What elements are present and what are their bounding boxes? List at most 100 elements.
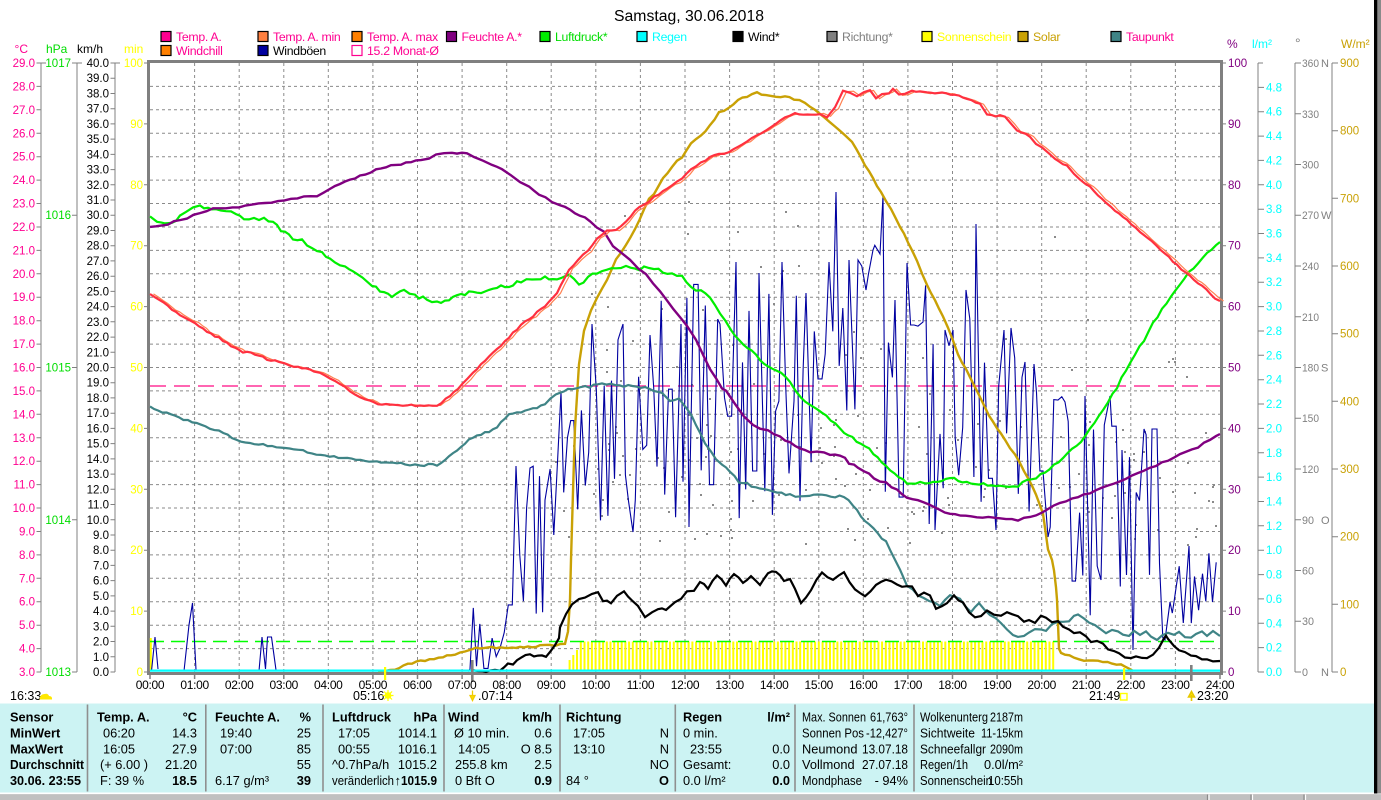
svg-text:MaxWert: MaxWert [10,742,64,757]
svg-text:↑: ↑ [395,773,402,788]
svg-text:3.0: 3.0 [19,667,35,679]
svg-text:S: S [1321,363,1328,375]
svg-text:60: 60 [130,302,143,314]
svg-text:15.0: 15.0 [87,439,109,451]
svg-text:32.0: 32.0 [87,180,109,192]
svg-text:0.0 l/m²: 0.0 l/m² [683,773,726,788]
svg-text:06:00: 06:00 [403,678,432,692]
svg-text:3.4: 3.4 [1266,253,1283,265]
svg-text:600: 600 [1340,261,1359,273]
svg-text:17:05: 17:05 [573,726,605,741]
svg-text:Windböen: Windböen [273,44,326,58]
svg-text:500: 500 [1340,329,1359,341]
svg-text:4.0: 4.0 [19,644,35,656]
svg-text:O: O [1321,515,1330,527]
svg-text:1.2: 1.2 [1266,521,1282,533]
svg-text:23:00: 23:00 [1161,678,1190,692]
svg-text:13.0: 13.0 [87,469,109,481]
svg-text:4.2: 4.2 [1266,155,1282,167]
svg-text:Sensor: Sensor [10,710,53,725]
svg-text:2090m: 2090m [990,742,1023,757]
svg-text:1013: 1013 [45,667,71,679]
svg-text:11.0: 11.0 [87,500,109,512]
svg-text:Regen: Regen [652,30,687,44]
svg-text:240: 240 [1302,261,1319,273]
svg-text:800: 800 [1340,126,1359,138]
svg-text:Windchill: Windchill [176,44,223,58]
svg-text:Richtung*: Richtung* [842,30,893,44]
svg-text:Sonnen Pos: Sonnen Pos [802,726,864,741]
svg-text:26.0: 26.0 [87,271,109,283]
svg-text:0.0: 0.0 [93,667,109,679]
svg-text:km/h: km/h [77,42,103,56]
svg-text:17:05: 17:05 [338,726,370,741]
svg-text:0.0: 0.0 [1266,667,1282,679]
svg-text:50: 50 [1228,363,1241,375]
svg-text:21.20: 21.20 [165,757,197,772]
svg-text:10:55h: 10:55h [988,773,1023,788]
svg-text:0: 0 [1340,667,1346,679]
svg-text:4.6: 4.6 [1266,107,1282,119]
svg-text:0: 0 [1228,667,1234,679]
svg-text:84 °: 84 ° [566,773,589,788]
svg-text:39.0: 39.0 [87,73,109,85]
svg-text:85: 85 [297,742,311,757]
svg-text:40: 40 [1228,423,1241,435]
svg-text:21:00: 21:00 [1072,678,1101,692]
svg-text:36.0: 36.0 [87,119,109,131]
svg-text:2.2: 2.2 [1266,399,1282,411]
svg-text:O: O [659,773,669,788]
svg-text:N: N [1321,667,1329,679]
svg-text:16.0: 16.0 [13,363,35,375]
svg-text:18:00: 18:00 [938,678,967,692]
svg-text:21.0: 21.0 [13,245,35,257]
svg-text:27.07.18: 27.07.18 [862,757,908,772]
svg-text:40.0: 40.0 [87,58,109,70]
svg-text:210: 210 [1302,312,1319,324]
svg-text:Max. Sonnen: Max. Sonnen [802,710,866,725]
svg-text:61,763°: 61,763° [870,710,908,725]
svg-text:25: 25 [297,726,311,741]
svg-text:12:00: 12:00 [671,678,700,692]
svg-text:21.0: 21.0 [87,347,109,359]
svg-text:11:00: 11:00 [627,678,655,692]
svg-text:0: 0 [1302,667,1308,679]
svg-text:N: N [660,726,669,741]
svg-text:1.6: 1.6 [1266,472,1282,484]
svg-text:3.8: 3.8 [1266,204,1282,216]
svg-text:05:16: 05:16 [353,689,384,703]
svg-text:400: 400 [1340,396,1359,408]
svg-text:27.0: 27.0 [87,256,109,268]
svg-text:3.0: 3.0 [93,621,109,633]
svg-text:6.0: 6.0 [19,597,35,609]
svg-text:20.0: 20.0 [87,363,109,375]
svg-text:28.0: 28.0 [13,81,35,93]
svg-text:13:10: 13:10 [573,742,605,757]
svg-text:17.0: 17.0 [87,408,109,420]
svg-text:1.8: 1.8 [1266,448,1282,460]
svg-text:21:49: 21:49 [1089,689,1120,703]
svg-text:Wind: Wind [448,710,479,725]
svg-text:18.5: 18.5 [172,773,197,788]
svg-text:60: 60 [1302,566,1314,578]
svg-text:27.0: 27.0 [13,105,35,117]
svg-text:29.0: 29.0 [13,58,35,70]
svg-text:07:00: 07:00 [220,742,252,757]
svg-text:18.0: 18.0 [87,393,109,405]
svg-text:2.8: 2.8 [1266,326,1282,338]
svg-text:Luftdruck*: Luftdruck* [555,30,608,44]
svg-text:12.0: 12.0 [13,456,35,468]
svg-text:14.0: 14.0 [87,454,109,466]
svg-text:Neumond: Neumond [802,742,858,757]
svg-text:°C: °C [183,710,197,725]
svg-text:90: 90 [130,119,143,131]
svg-text:700: 700 [1340,193,1359,205]
svg-text:hPa: hPa [414,710,438,725]
svg-text:Sichtweite: Sichtweite [920,726,975,741]
svg-text:9.0: 9.0 [19,527,35,539]
svg-text:11.0: 11.0 [13,480,35,492]
svg-text:19:00: 19:00 [983,678,1012,692]
svg-text:17.0: 17.0 [13,339,35,351]
svg-text:70: 70 [1228,241,1241,253]
svg-text:23.0: 23.0 [13,199,35,211]
